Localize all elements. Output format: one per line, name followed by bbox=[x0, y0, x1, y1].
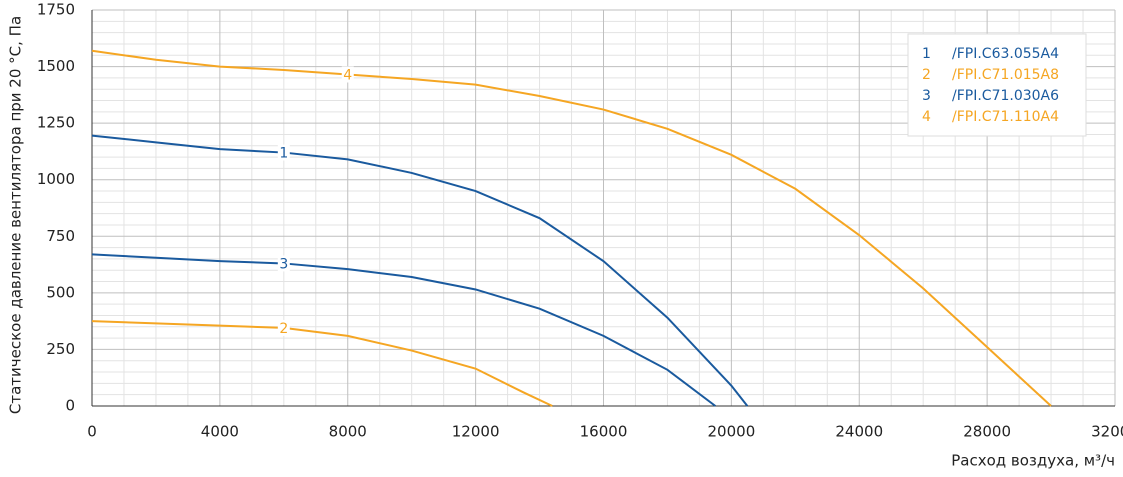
curve bbox=[91, 253, 716, 407]
y-tick-label: 0 bbox=[65, 397, 75, 415]
legend-label: /FPI.C71.110A4 bbox=[952, 109, 1059, 125]
legend-number: 2 bbox=[922, 67, 931, 83]
y-tick-label: 250 bbox=[46, 340, 75, 358]
x-tick-label: 20000 bbox=[708, 423, 756, 441]
x-axis-title: Расход воздуха, м³/ч bbox=[951, 452, 1115, 470]
curve-label-bg bbox=[277, 255, 290, 272]
curve-label: 3 bbox=[279, 256, 288, 272]
y-tick-label: 500 bbox=[46, 283, 75, 301]
x-tick-label: 0 bbox=[87, 423, 97, 441]
curve-label: 4 bbox=[343, 67, 352, 83]
curve-label-bg bbox=[277, 319, 290, 336]
x-tick-label: 28000 bbox=[963, 423, 1011, 441]
legend-number: 1 bbox=[922, 46, 931, 62]
y-tick-label: 1250 bbox=[37, 114, 75, 132]
y-tick-label: 750 bbox=[46, 227, 75, 245]
legend-number: 4 bbox=[922, 109, 931, 125]
curve bbox=[91, 320, 553, 407]
curve-label: 1 bbox=[279, 146, 288, 162]
x-tick-label: 32000 bbox=[1091, 423, 1123, 441]
curve bbox=[91, 134, 749, 407]
x-tick-label: 12000 bbox=[452, 423, 500, 441]
curve-label-bg bbox=[277, 144, 290, 161]
legend-label: /FPI.C71.015A8 bbox=[952, 67, 1059, 83]
y-axis-title: Статическое давление вентилятора при 20 … bbox=[7, 16, 25, 414]
curves bbox=[91, 49, 1052, 407]
labels: 0 4000 8000 12000 16000 20000 24000 28000 32000 0… bbox=[37, 1, 1123, 441]
legend-box bbox=[907, 33, 1087, 137]
x-tick-label: 16000 bbox=[580, 423, 628, 441]
curve-label: 2 bbox=[279, 321, 288, 337]
legend-label: /FPI.C63.055A4 bbox=[952, 46, 1059, 62]
major-grid bbox=[91, 9, 1116, 407]
curve bbox=[91, 49, 1052, 407]
y-tick-label: 1000 bbox=[37, 170, 75, 188]
x-tick-label: 4000 bbox=[201, 423, 239, 441]
legend-number: 3 bbox=[922, 88, 931, 104]
x-tick-label: 24000 bbox=[835, 423, 883, 441]
x-tick-label: 8000 bbox=[329, 423, 367, 441]
curve-label-bg bbox=[341, 66, 354, 83]
y-tick-label: 1750 bbox=[37, 1, 75, 19]
legend-label: /FPI.C71.030A6 bbox=[952, 88, 1059, 104]
y-tick-label: 1500 bbox=[37, 57, 75, 75]
